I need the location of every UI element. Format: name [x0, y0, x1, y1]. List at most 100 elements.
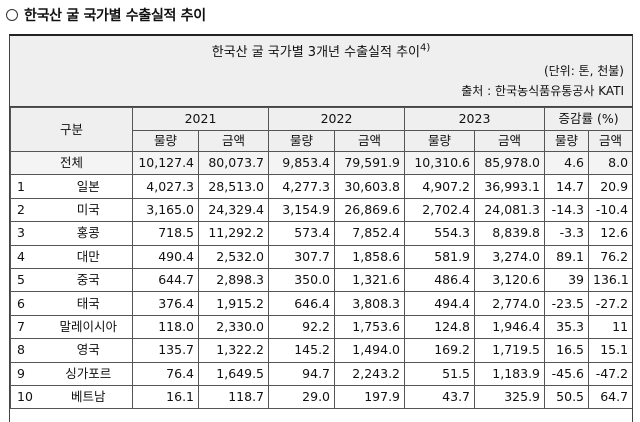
rank-cell: 1: [10, 174, 45, 199]
country-cell: 미국: [44, 197, 134, 223]
table-cell: 118.7: [198, 384, 270, 410]
table-cell: -3.3: [544, 221, 590, 246]
rank-cell: 8: [10, 338, 45, 363]
country-cell: 중국: [44, 267, 134, 293]
country-cell: 홍콩: [44, 221, 134, 246]
table-cell: 145.2: [268, 338, 336, 363]
table-cell: 16.5: [544, 338, 590, 363]
sub-header: 물량: [132, 130, 200, 152]
table-cell: 644.7: [132, 267, 200, 293]
table-cell: 24,329.4: [198, 197, 270, 223]
table-cell: 2,330.0: [198, 314, 270, 340]
table-row: 1 일본 4,027.3 28,513.0 4,277.3 30,603.8 4…: [10, 174, 632, 199]
table-cell: 3,120.6: [474, 267, 546, 293]
table-cell: 15.1: [588, 338, 632, 363]
country-cell: 영국: [44, 338, 134, 363]
table-cell: 80,073.7: [198, 150, 270, 176]
rank-cell: 4: [10, 244, 45, 269]
table-cell: 1,753.6: [334, 314, 406, 340]
table-cell: 94.7: [268, 361, 336, 386]
table-cell: 325.9: [474, 384, 546, 410]
table-cell: 8.0: [588, 150, 632, 176]
table-cell: 554.3: [404, 221, 476, 246]
rank-cell: 3: [10, 221, 45, 246]
table-cell: 307.7: [268, 244, 336, 269]
table-cell: 1,915.2: [198, 291, 270, 316]
table-cell: 197.9: [334, 384, 406, 410]
country-cell: 대만: [44, 244, 134, 269]
year-header-2023: 2023: [404, 107, 546, 131]
table-cell: 85,978.0: [474, 150, 546, 176]
table-cell: 64.7: [588, 384, 632, 410]
rank-cell: 2: [10, 197, 45, 223]
table-cell: 39: [544, 267, 590, 293]
table-cell: 4,277.3: [268, 174, 336, 199]
rank-cell: 10: [10, 384, 45, 410]
header-row-years: 구분 2021 2022 2023 증감률 (%): [10, 107, 632, 152]
table-cell: 2,243.2: [334, 361, 406, 386]
table-cell: 4.6: [544, 150, 590, 176]
rank-cell: 6: [10, 291, 45, 316]
country-cell: 태국: [44, 291, 134, 316]
table-cell: 20.9: [588, 174, 632, 199]
table-cell: -14.3: [544, 197, 590, 223]
sub-header: 금액: [334, 130, 406, 152]
table-cell: 718.5: [132, 221, 200, 246]
table-cell: 350.0: [268, 267, 336, 293]
circle-bullet-icon: [6, 9, 18, 21]
table-cell: 14.7: [544, 174, 590, 199]
table-cell: 10,310.6: [404, 150, 476, 176]
export-table-frame: 한국산 굴 국가별 3개년 수출실적 추이4) (단위: 톤, 천불) 출처 :…: [9, 34, 633, 422]
table-cell: 9,853.4: [268, 150, 336, 176]
table-cell: 1,322.2: [198, 338, 270, 363]
table-cell: 1,649.5: [198, 361, 270, 386]
table-cell: 11: [588, 314, 632, 340]
table-cell: -47.2: [588, 361, 632, 386]
table-cell: 1,946.4: [474, 314, 546, 340]
table-row: 10 베트남 16.1 118.7 29.0 197.9 43.7 325.9 …: [10, 384, 632, 410]
country-cell: 베트남: [44, 384, 134, 410]
table-cell: 376.4: [132, 291, 200, 316]
table-cell: 2,532.0: [198, 244, 270, 269]
table-title-text: 한국산 굴 국가별 3개년 수출실적 추이: [211, 45, 421, 60]
table-cell: 573.4: [268, 221, 336, 246]
table-row: 2 미국 3,165.0 24,329.4 3,154.9 26,869.6 2…: [10, 197, 632, 223]
rank-cell: 7: [10, 314, 45, 340]
source-label: 출처 : 한국농식품유통공사 KATI: [461, 84, 624, 98]
table-row: 9 싱가포르 76.4 1,649.5 94.7 2,243.2 51.5 1,…: [10, 361, 632, 386]
table-cell: 12.6: [588, 221, 632, 246]
sub-header: 금액: [474, 130, 546, 152]
total-label: 전체: [10, 150, 134, 176]
table-cell: 76.2: [588, 244, 632, 269]
table-cell: 16.1: [132, 384, 200, 410]
table-cell: 10,127.4: [132, 150, 200, 176]
table-cell: 29.0: [268, 384, 336, 410]
table-cell: 26,869.6: [334, 197, 406, 223]
table-cell: 2,898.3: [198, 267, 270, 293]
table-info-header: 한국산 굴 국가별 3개년 수출실적 추이4) (단위: 톤, 천불) 출처 :…: [10, 36, 632, 107]
table-cell: 135.7: [132, 338, 200, 363]
unit-label: (단위: 톤, 천불): [543, 64, 624, 78]
table-cell: 490.4: [132, 244, 200, 269]
country-cell: 싱가포르: [44, 361, 134, 386]
rank-cell: 5: [10, 267, 45, 293]
sub-header: 물량: [544, 130, 590, 152]
sub-header: 금액: [198, 130, 270, 152]
table-row: 8 영국 135.7 1,322.2 145.2 1,494.0 169.2 1…: [10, 338, 632, 363]
country-cell: 일본: [44, 174, 134, 199]
table-cell: 79,591.9: [334, 150, 406, 176]
table-cell: 486.4: [404, 267, 476, 293]
total-row: 전체 10,127.4 80,073.7 9,853.4 79,591.9 10…: [10, 150, 632, 176]
table-row: 4 대만 490.4 2,532.0 307.7 1,858.6 581.9 3…: [10, 244, 632, 269]
table-cell: 2,702.4: [404, 197, 476, 223]
table-cell: 124.8: [404, 314, 476, 340]
table-cell: 24,081.3: [474, 197, 546, 223]
table-cell: 43.7: [404, 384, 476, 410]
table-cell: 118.0: [132, 314, 200, 340]
table-cell: 4,027.3: [132, 174, 200, 199]
table-cell: 3,808.3: [334, 291, 406, 316]
table-cell: 1,183.9: [474, 361, 546, 386]
table-cell: 35.3: [544, 314, 590, 340]
table-cell: 50.5: [544, 384, 590, 410]
table-cell: 7,852.4: [334, 221, 406, 246]
